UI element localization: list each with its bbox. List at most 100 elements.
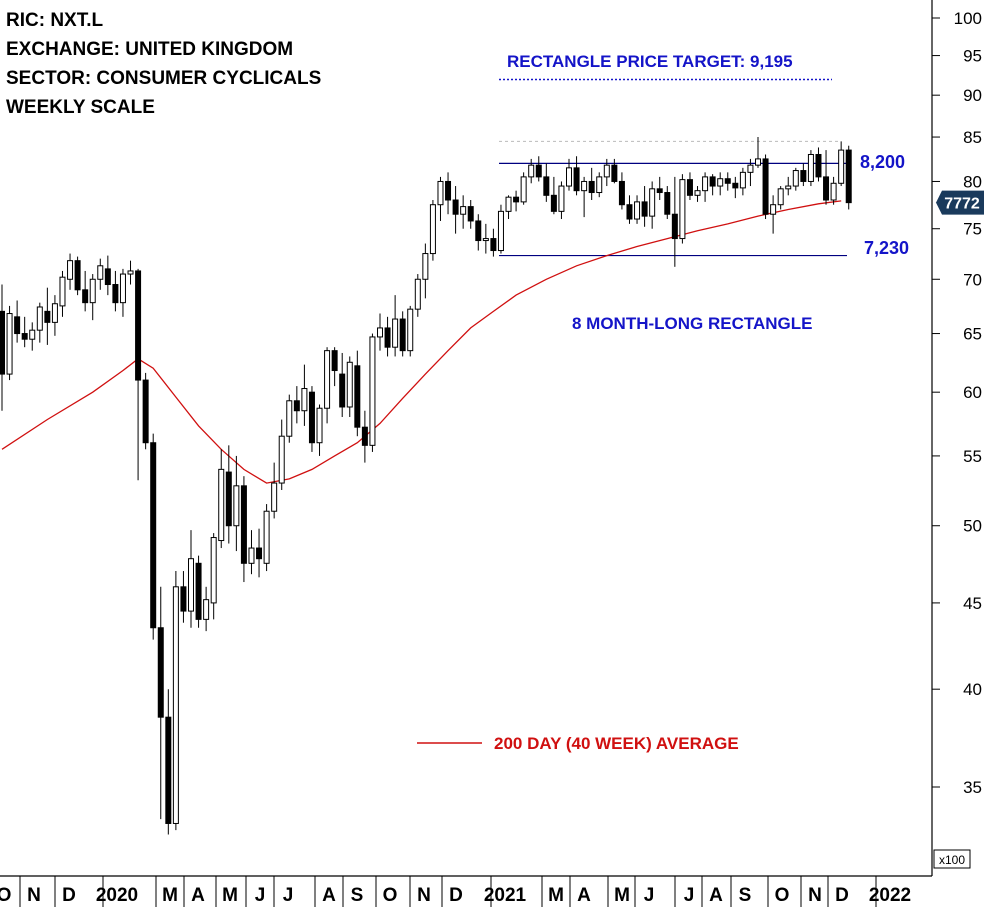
candle-up [581, 180, 588, 192]
x-tick-label: A [191, 885, 205, 906]
candle-down [513, 196, 520, 203]
candle-down [195, 562, 202, 620]
candle-down [331, 350, 338, 372]
candle-up [263, 510, 270, 564]
candle-up [36, 306, 43, 331]
average-200d-line [1, 200, 842, 484]
rectangle-label: 8 MONTH-LONG RECTANGLE [572, 314, 813, 333]
candle-up [316, 407, 323, 444]
candle-down [550, 194, 557, 212]
target-label: RECTANGLE PRICE TARGET: 9,195 [507, 52, 793, 71]
candle-up [119, 273, 126, 304]
candle-up [528, 164, 535, 178]
candle-up [67, 260, 74, 280]
candle-up [437, 180, 444, 206]
candle-up [203, 599, 210, 620]
candle-down [656, 188, 663, 194]
candle-up [286, 400, 293, 437]
y-tick-label: 50 [963, 517, 982, 536]
candle-up [596, 176, 603, 194]
sector-label: SECTOR: CONSUMER CYCLICALS [6, 68, 322, 89]
candle-up [770, 204, 777, 215]
x-tick-label: J [255, 885, 266, 906]
candle-up [694, 190, 701, 196]
candle-up [172, 586, 179, 824]
candle-down [452, 199, 459, 215]
candle-down [165, 716, 172, 824]
x-tick-label: O [383, 885, 398, 906]
candle-down [0, 310, 5, 375]
candle-down [573, 167, 580, 192]
candle-up [603, 164, 610, 178]
candle-down [308, 391, 315, 444]
x-tick-label: M [614, 885, 630, 906]
x-tick-label: A [577, 885, 591, 906]
candle-up [324, 350, 331, 409]
last-price-label: 7772 [944, 196, 980, 213]
candle-down [815, 153, 822, 178]
x-tick-label: 2020 [96, 885, 138, 906]
candle-down [686, 179, 693, 196]
candle-up [414, 278, 421, 310]
candle-down [490, 238, 497, 252]
average-legend-label: 200 DAY (40 WEEK) AVERAGE [494, 734, 739, 753]
candle-down [445, 180, 452, 201]
scale-label: WEEKLY SCALE [6, 97, 155, 118]
candle-up [649, 188, 656, 217]
candle-down [664, 192, 671, 215]
candle-up [127, 270, 134, 275]
candle-down [157, 627, 164, 718]
x-tick-label: S [739, 885, 752, 906]
candle-up [301, 388, 308, 412]
candle-down [845, 149, 852, 204]
x-tick-label: O [0, 885, 11, 906]
x-tick-label: N [808, 885, 822, 906]
candle-down [14, 316, 21, 335]
x-tick-label: A [322, 885, 336, 906]
y-tick-label: 80 [963, 172, 982, 191]
resistance-label: 8,200 [860, 152, 905, 172]
candle-down [823, 176, 830, 201]
candle-up [566, 167, 572, 187]
candle-up [6, 313, 13, 375]
candle-up [717, 178, 724, 187]
candle-down [135, 270, 142, 381]
x-tick-label: M [162, 885, 178, 906]
candle-up [392, 318, 399, 348]
candle-down [180, 586, 187, 612]
candle-down [732, 182, 739, 189]
candle-down [21, 333, 28, 340]
candle-down [399, 318, 406, 352]
candle-down [142, 379, 149, 444]
y-tick-label: 45 [963, 594, 982, 613]
candle-up [482, 238, 489, 242]
y-tick-label: 65 [963, 325, 982, 344]
candle-down [626, 204, 633, 220]
candle-down [709, 176, 716, 187]
candle-down [339, 373, 346, 408]
candle-down [588, 180, 595, 194]
candle-down [112, 284, 119, 304]
candle-up [233, 485, 240, 527]
candle-down [225, 471, 232, 527]
candle-up [792, 170, 799, 187]
y-tick-label: 60 [963, 383, 982, 402]
candles-group [0, 137, 852, 835]
x-tick-label: N [27, 885, 41, 906]
candle-down [475, 220, 482, 242]
candle-down [240, 485, 247, 564]
candle-down [671, 213, 678, 240]
y-tick-label: 55 [963, 447, 982, 466]
candle-up [377, 327, 383, 338]
candle-down [256, 547, 263, 560]
x-tick-label: S [351, 885, 364, 906]
x-tick-label: N [417, 885, 431, 906]
candle-up [29, 329, 36, 340]
candle-down [74, 260, 81, 291]
candle-down [611, 164, 618, 182]
y-tick-label: 70 [963, 270, 982, 289]
candle-up [210, 537, 217, 604]
candle-up [838, 149, 845, 184]
candle-up [520, 176, 527, 203]
candle-up [429, 204, 436, 255]
